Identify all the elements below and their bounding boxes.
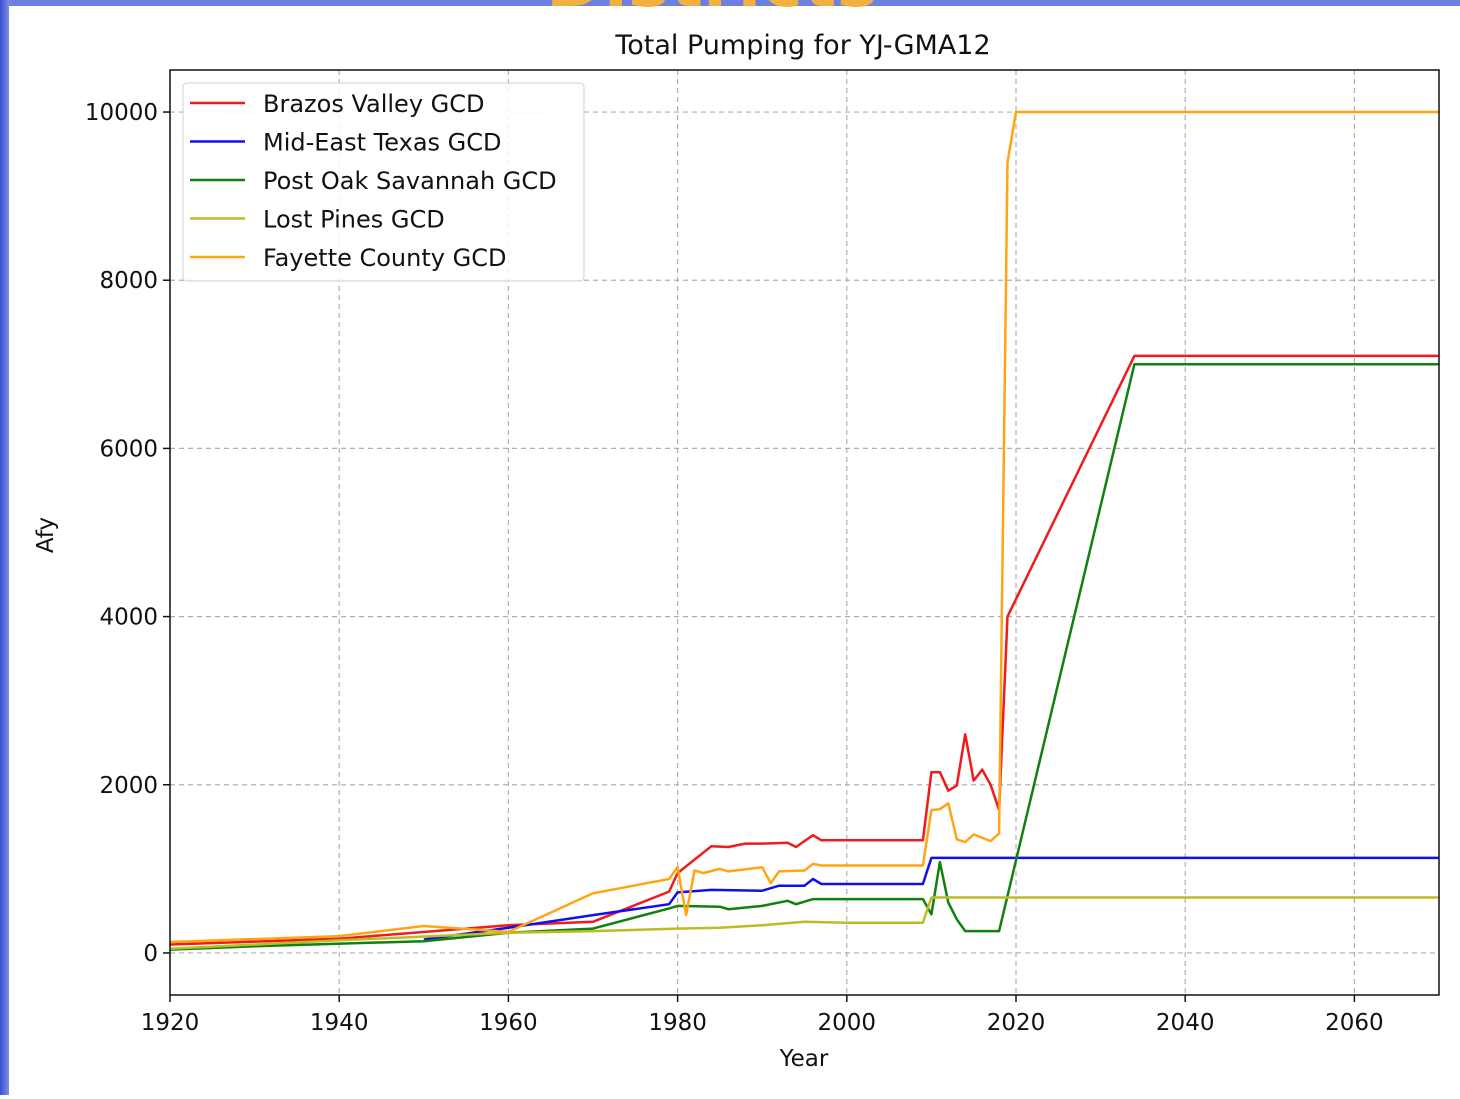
series-line: [169, 110, 1439, 944]
legend-label: Post Oak Savannah GCD: [263, 167, 557, 195]
x-tick-label: 1920: [141, 1010, 200, 1036]
x-tick-label: 1980: [648, 1010, 707, 1036]
series-line: [169, 896, 1439, 951]
y-tick-label: 4000: [99, 605, 158, 631]
chart-title: Total Pumping for YJ-GMA12: [614, 30, 990, 61]
legend-label: Fayette County GCD: [263, 244, 506, 272]
x-tick-label: 2020: [987, 1010, 1046, 1036]
y-axis-label: Afy: [33, 517, 59, 553]
legend-label: Brazos Valley GCD: [263, 90, 484, 118]
x-tick-label: 2040: [1156, 1010, 1215, 1036]
plot-lines: [169, 110, 1439, 951]
plot-frame: [169, 69, 1440, 996]
legend: Brazos Valley GCD Mid-East Texas GCD Post …: [182, 82, 585, 282]
x-axis-label: Year: [779, 1046, 829, 1072]
x-tick-label: 2000: [818, 1010, 877, 1036]
legend-label: Lost Pines GCD: [263, 206, 445, 234]
y-tick-label: 0: [143, 941, 158, 967]
x-tick-label: 1940: [310, 1010, 369, 1036]
slide-title: Districts: [546, 0, 878, 23]
y-tick-label: 2000: [99, 773, 158, 799]
series-line: [423, 856, 1439, 941]
legend-box: [182, 82, 585, 282]
series-line: [169, 354, 1439, 946]
y-tick-label: 6000: [99, 436, 158, 462]
x-tick-label: 2060: [1325, 1010, 1384, 1036]
slide-left-strip: [0, 0, 9, 1095]
y-tick-label: 8000: [99, 268, 158, 294]
y-tick-label: 10000: [85, 100, 158, 126]
legend-label: Mid-East Texas GCD: [263, 129, 502, 157]
x-tick-label: 1960: [479, 1010, 538, 1036]
slide-top-strip: [0, 0, 1460, 6]
ticks: 1920 1940 1960 1980 2000 2020 2040 2060 0 2000 400…: [85, 100, 1384, 1036]
